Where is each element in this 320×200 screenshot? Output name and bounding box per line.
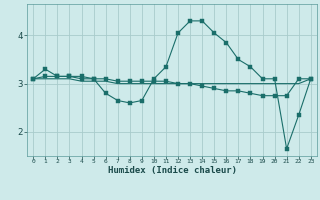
X-axis label: Humidex (Indice chaleur): Humidex (Indice chaleur)	[108, 166, 236, 175]
